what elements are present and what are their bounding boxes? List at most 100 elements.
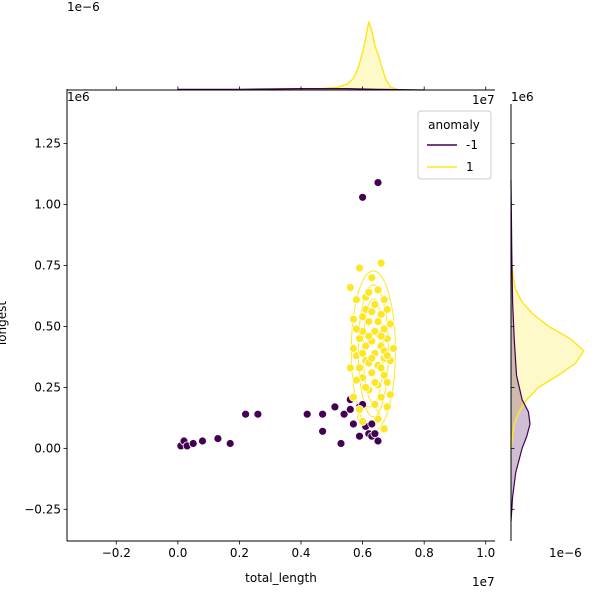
point-anomaly-3 bbox=[188, 439, 198, 448]
point-normal-6 bbox=[376, 258, 386, 268]
point-anomaly-17 bbox=[348, 419, 358, 429]
point-normal-31 bbox=[379, 370, 389, 380]
legend-title: anomaly bbox=[428, 118, 480, 132]
point-normal-38 bbox=[385, 390, 395, 400]
right-density-line-normal bbox=[510, 253, 585, 449]
legend-label-normal: 1 bbox=[466, 160, 474, 174]
point-normal-30 bbox=[379, 324, 389, 334]
point-normal-34 bbox=[382, 304, 392, 314]
x-tick-label-4: 0.6 bbox=[353, 546, 372, 560]
top-density-fill bbox=[270, 21, 400, 91]
top-marginal-x-offset-label: 1e7 bbox=[472, 93, 495, 107]
point-anomaly-7 bbox=[241, 409, 251, 419]
right-marginal-offset-label: 1e−6 bbox=[549, 546, 582, 560]
point-normal-11 bbox=[355, 334, 364, 344]
y-axis-label: longest bbox=[0, 301, 9, 346]
point-anomaly-15 bbox=[345, 404, 355, 414]
top-density-line-anomaly bbox=[177, 88, 425, 91]
point-anomaly-5 bbox=[213, 434, 223, 444]
point-anomaly-11 bbox=[318, 426, 328, 436]
point-normal-43 bbox=[358, 417, 368, 426]
point-anomaly-13 bbox=[336, 439, 346, 448]
x-tick-label-6: 1.0 bbox=[476, 546, 495, 560]
right-density-fill bbox=[511, 253, 584, 449]
point-normal-63 bbox=[358, 312, 368, 322]
x-tick-label-1: 0.0 bbox=[168, 546, 187, 560]
point-normal-16 bbox=[364, 317, 374, 327]
x-tick-label-5: 0.8 bbox=[415, 546, 434, 560]
point-anomaly-25 bbox=[373, 436, 383, 446]
point-normal-8 bbox=[345, 363, 355, 373]
point-anomaly-10 bbox=[318, 409, 328, 419]
point-normal-0 bbox=[345, 283, 355, 292]
point-normal-40 bbox=[348, 392, 358, 402]
point-normal-54 bbox=[351, 324, 361, 334]
point-normal-19 bbox=[367, 368, 377, 378]
y-tick-label-1: 0.00 bbox=[34, 441, 61, 455]
point-normal-47 bbox=[367, 307, 377, 317]
point-normal-4 bbox=[367, 273, 377, 283]
top-marginal-density bbox=[66, 21, 495, 92]
point-anomaly-4 bbox=[198, 436, 207, 446]
point-anomaly-12 bbox=[330, 402, 340, 412]
point-normal-57 bbox=[376, 331, 386, 341]
point-normal-46 bbox=[358, 348, 368, 358]
point-normal-55 bbox=[355, 363, 364, 373]
point-anomaly-26 bbox=[367, 419, 377, 429]
point-normal-22 bbox=[370, 400, 380, 409]
point-normal-5 bbox=[373, 285, 383, 295]
x-offset-label: 1e7 bbox=[472, 575, 495, 589]
x-tick-label-3: 0.4 bbox=[291, 546, 310, 560]
point-normal-64 bbox=[382, 351, 392, 361]
point-normal-53 bbox=[364, 287, 374, 297]
top-marginal-offset-label: 1e−6 bbox=[67, 0, 100, 14]
point-anomaly-27 bbox=[358, 192, 368, 202]
point-normal-36 bbox=[385, 319, 395, 329]
y-tick-label-2: 0.25 bbox=[34, 380, 61, 394]
x-axis-label: total_length bbox=[245, 571, 317, 585]
y-tick-label-3: 0.50 bbox=[34, 319, 61, 333]
point-normal-49 bbox=[373, 317, 383, 327]
point-anomaly-28 bbox=[373, 178, 383, 188]
point-normal-61 bbox=[373, 414, 383, 424]
point-anomaly-19 bbox=[355, 431, 364, 441]
x-tick-label-2: 0.2 bbox=[230, 546, 249, 560]
point-normal-50 bbox=[376, 363, 386, 373]
point-normal-62 bbox=[361, 382, 371, 392]
point-normal-1 bbox=[348, 314, 358, 324]
point-normal-3 bbox=[355, 263, 364, 273]
point-normal-60 bbox=[379, 424, 389, 434]
point-anomaly-14 bbox=[339, 409, 349, 419]
legend: anomaly -1 1 bbox=[417, 110, 492, 180]
point-anomaly-24 bbox=[370, 429, 380, 439]
point-anomaly-9 bbox=[302, 409, 312, 419]
top-density-line-normal bbox=[270, 21, 400, 91]
point-normal-58 bbox=[367, 353, 377, 363]
point-normal-37 bbox=[388, 343, 398, 353]
point-normal-2 bbox=[351, 295, 361, 305]
point-normal-28 bbox=[376, 392, 386, 402]
point-normal-48 bbox=[370, 378, 380, 387]
point-normal-33 bbox=[382, 378, 392, 387]
x-tick-label-0: −0.2 bbox=[102, 546, 131, 560]
right-density-fill-anomaly bbox=[511, 180, 530, 522]
point-normal-41 bbox=[351, 375, 361, 385]
y-offset-label: 1e6 bbox=[67, 90, 90, 104]
point-normal-9 bbox=[348, 343, 358, 353]
point-anomaly-8 bbox=[253, 409, 263, 419]
right-marginal-y-offset-label: 1e6 bbox=[511, 90, 534, 104]
right-density-line-anomaly bbox=[510, 180, 531, 522]
point-normal-59 bbox=[364, 331, 374, 341]
point-normal-7 bbox=[379, 295, 389, 305]
point-normal-44 bbox=[361, 341, 371, 351]
point-normal-26 bbox=[376, 309, 386, 319]
point-normal-42 bbox=[355, 404, 364, 414]
y-tick-label-5: 1.00 bbox=[34, 198, 61, 212]
y-tick-label-6: 1.25 bbox=[34, 137, 61, 151]
right-marginal-density bbox=[510, 104, 585, 541]
main-scatter-plot: −0.2 0.0 0.2 0.4 0.6 0.8 1.0 −0.25 0.00 0.25 0.50 0… bbox=[24, 90, 495, 560]
point-normal-56 bbox=[370, 326, 380, 336]
legend-label-anomaly: -1 bbox=[466, 138, 478, 152]
point-anomaly-6 bbox=[225, 439, 235, 448]
